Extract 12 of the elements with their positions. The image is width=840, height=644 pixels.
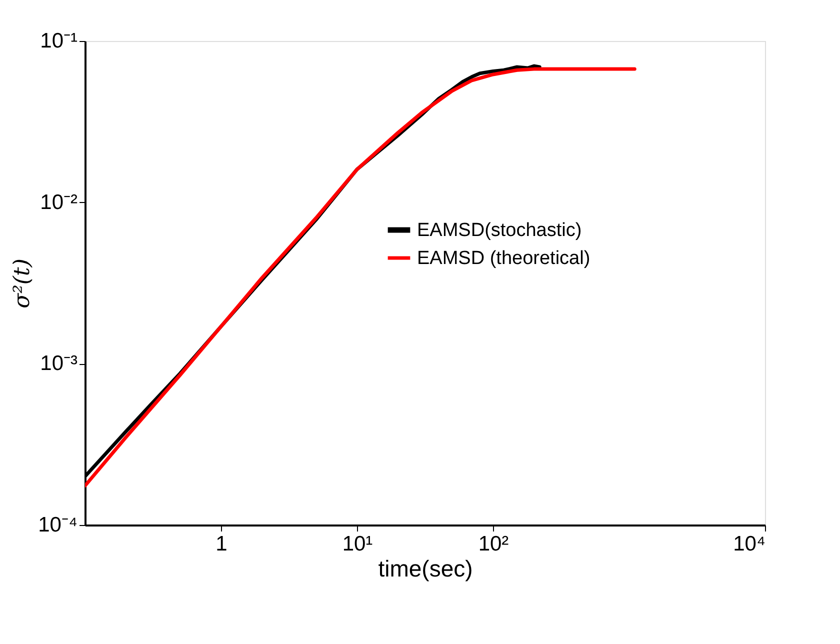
x-axis-title: time(sec) [378,556,473,582]
legend-label: EAMSD(stochastic) [417,220,582,241]
y-axis-title: σ²(t) [10,258,36,308]
x-tick-label: 1 [216,532,228,556]
y-tick-label: 10⁻² [40,190,78,214]
y-tick-label: 10⁻¹ [40,30,78,52]
legend-label: EAMSD (theoretical) [417,248,590,269]
y-tick-label: 10⁻⁴ [38,514,78,536]
x-tick-label: 10² [478,532,509,556]
x-tick-label: 10¹ [342,532,373,556]
y-tick-label: 10⁻³ [40,352,78,376]
x-tick-label: 10⁴ [733,532,766,556]
